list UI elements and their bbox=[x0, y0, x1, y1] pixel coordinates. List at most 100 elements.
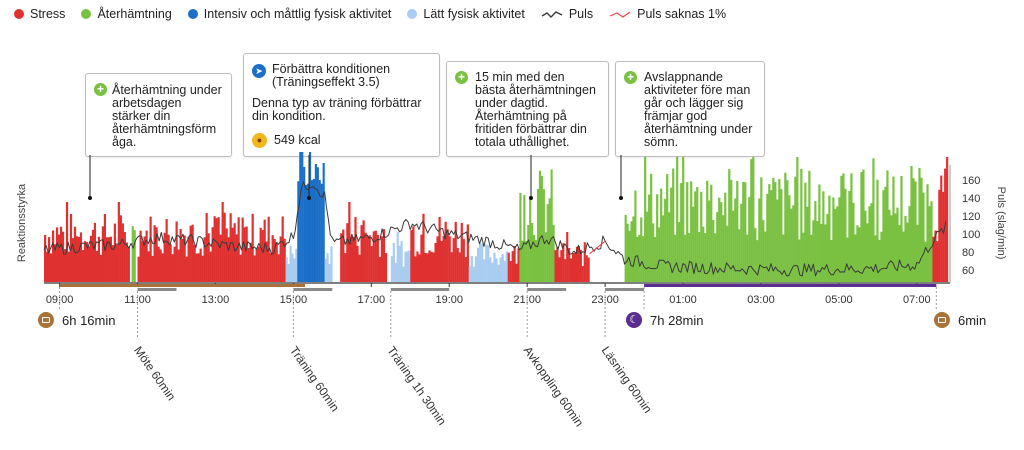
recovery-bar bbox=[790, 208, 793, 282]
recovery-bar bbox=[924, 241, 927, 282]
stress-bar bbox=[410, 230, 413, 282]
light-bar bbox=[489, 257, 492, 282]
segment-recovery bbox=[131, 226, 136, 282]
legend-pulse-missing: Puls saknas 1% bbox=[609, 7, 726, 21]
stress-bar bbox=[511, 251, 514, 282]
stress-bar bbox=[105, 237, 108, 282]
recovery-bar bbox=[854, 234, 857, 282]
stress-bar bbox=[137, 256, 140, 282]
recovery-bar bbox=[852, 202, 855, 282]
recovery-bar bbox=[694, 191, 697, 282]
callout-training-title: Förbättra konditionen (Träningseffekt 3.… bbox=[272, 62, 391, 89]
recovery-bar bbox=[686, 182, 689, 282]
recovery-bar bbox=[812, 220, 815, 282]
stress-bar bbox=[197, 253, 200, 282]
callout-work-recovery-text: Återhämtning under arbetsdagen stärker d… bbox=[112, 83, 222, 149]
light-bar bbox=[483, 259, 486, 282]
recovery-bar bbox=[818, 184, 821, 282]
stress-bar bbox=[942, 191, 945, 282]
callout-daytime-recovery-text: 15 min med den bästa återhämtningen unde… bbox=[475, 70, 596, 149]
stress-bar bbox=[558, 257, 561, 282]
y-tick-label: 140 bbox=[962, 193, 980, 205]
stress-bar bbox=[281, 216, 284, 282]
stress-bar bbox=[366, 236, 369, 282]
stress-bar bbox=[568, 247, 571, 282]
recovery-bar bbox=[730, 180, 733, 282]
callout-anchor-dot bbox=[88, 196, 92, 200]
legend-stress: Stress bbox=[14, 7, 65, 21]
stress-bar bbox=[452, 238, 455, 282]
stress-bar bbox=[251, 213, 254, 282]
recovery-bar bbox=[866, 223, 869, 282]
recovery-bar bbox=[690, 181, 693, 282]
recovery-bar bbox=[892, 176, 895, 282]
recovery-bar bbox=[712, 220, 715, 282]
stress-bar bbox=[342, 229, 345, 282]
stress-bar bbox=[566, 232, 569, 282]
recovery-bar bbox=[700, 191, 703, 282]
recovery-bar bbox=[798, 239, 801, 282]
stress-bar bbox=[440, 240, 443, 282]
recovery-bar bbox=[660, 188, 663, 282]
light-bar bbox=[472, 266, 476, 282]
sleep-duration: 7h 28min bbox=[650, 312, 704, 328]
stress-bar bbox=[145, 230, 148, 282]
stress-bar bbox=[932, 236, 935, 282]
recovery-bar bbox=[638, 234, 641, 282]
recovery-bar bbox=[656, 194, 659, 282]
y-tick-label: 100 bbox=[962, 229, 980, 241]
stress-bar bbox=[207, 233, 210, 282]
recovery-bar bbox=[738, 229, 741, 282]
stress-bar bbox=[239, 254, 242, 282]
fire-icon: ● bbox=[252, 133, 267, 148]
stress-bar bbox=[153, 225, 156, 282]
x-tick-label: 23:00 bbox=[591, 294, 619, 306]
stress-bar bbox=[139, 230, 142, 282]
recovery-bar bbox=[538, 170, 542, 282]
stress-bar bbox=[49, 253, 53, 282]
recovery-bar bbox=[704, 233, 707, 282]
recovery-bar bbox=[848, 191, 851, 282]
recovery-bar bbox=[696, 187, 699, 282]
stress-bar bbox=[173, 246, 176, 282]
recovery-bar bbox=[928, 206, 931, 282]
stress-bar bbox=[107, 237, 110, 282]
recovery-bar bbox=[670, 187, 673, 282]
recovery-bar bbox=[650, 173, 653, 282]
stress-bar bbox=[414, 256, 417, 282]
stress-bar bbox=[189, 225, 192, 282]
segment-stress bbox=[410, 213, 469, 282]
stress-bar bbox=[446, 229, 449, 282]
stress-bar bbox=[53, 244, 57, 282]
stress-bar bbox=[450, 252, 453, 282]
legend-pulse-missing-label: Puls saknas 1% bbox=[637, 7, 727, 21]
stress-bar bbox=[575, 246, 579, 282]
light-bar bbox=[390, 256, 393, 282]
stress-bar bbox=[384, 253, 388, 282]
moon-icon: ☾ bbox=[626, 312, 642, 328]
stress-bar bbox=[81, 250, 85, 282]
stress-bar bbox=[159, 249, 162, 282]
segment-light bbox=[390, 232, 411, 282]
stress-bar bbox=[103, 214, 106, 282]
stress-bar bbox=[364, 232, 367, 282]
stress-bar bbox=[237, 217, 240, 282]
stress-bar bbox=[560, 250, 563, 282]
light-bar bbox=[324, 258, 327, 282]
recovery-bar bbox=[860, 172, 863, 282]
stress-bar bbox=[147, 251, 150, 282]
recovery-bar bbox=[882, 190, 885, 282]
recovery-bar bbox=[802, 232, 805, 282]
callout-training-kcal: 549 kcal bbox=[274, 133, 321, 147]
stress-bar bbox=[193, 244, 196, 282]
stress-bar bbox=[562, 243, 565, 282]
recovery-bar bbox=[786, 180, 789, 282]
pulse-line-icon bbox=[541, 11, 563, 18]
stress-bar bbox=[203, 237, 206, 282]
intense-bar bbox=[301, 152, 304, 282]
recovery-bar bbox=[640, 217, 643, 282]
stress-bar bbox=[352, 237, 355, 282]
segment-stress bbox=[932, 157, 949, 282]
segment-stress bbox=[44, 202, 130, 282]
recovery-bar bbox=[906, 222, 909, 282]
